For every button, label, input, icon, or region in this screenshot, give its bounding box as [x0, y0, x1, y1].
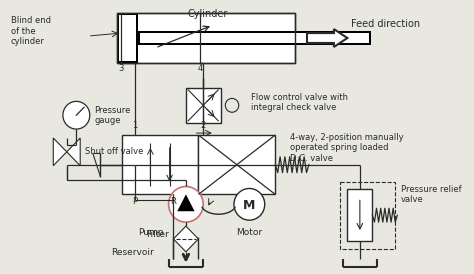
Text: 4: 4	[198, 64, 203, 73]
Text: Pump: Pump	[138, 228, 164, 237]
Circle shape	[63, 101, 90, 129]
Text: Cylinder: Cylinder	[188, 9, 228, 19]
Text: R: R	[171, 197, 176, 206]
Bar	[117, 13, 294, 63]
Text: P: P	[132, 197, 137, 206]
Circle shape	[234, 189, 264, 220]
Text: Feed direction: Feed direction	[351, 19, 420, 29]
Bar	[117, 13, 294, 63]
Text: Motor: Motor	[236, 228, 263, 237]
Polygon shape	[67, 138, 80, 166]
Text: Flow control valve with
integral check valve: Flow control valve with integral check v…	[251, 93, 348, 112]
Text: Reservoir: Reservoir	[111, 248, 154, 257]
Polygon shape	[177, 195, 194, 211]
Text: 4-way, 2-position manually
operated spring loaded
D.C. valve: 4-way, 2-position manually operated spri…	[290, 133, 403, 163]
Text: Blind end
of the
cylinder: Blind end of the cylinder	[11, 16, 51, 46]
Bar	[140, 33, 369, 44]
Text: 1: 1	[132, 121, 137, 130]
FancyArrow shape	[307, 29, 347, 47]
Polygon shape	[173, 226, 199, 252]
Bar	[199, 135, 275, 195]
Bar	[118, 15, 136, 61]
Text: 2: 2	[201, 121, 206, 130]
Bar	[186, 87, 220, 123]
Bar	[340, 182, 395, 249]
Circle shape	[169, 187, 203, 222]
Polygon shape	[53, 138, 67, 166]
Bar	[121, 135, 199, 195]
Text: 3: 3	[118, 64, 123, 73]
Text: Filter: Filter	[146, 230, 169, 238]
Text: Shut off valve: Shut off valve	[85, 147, 143, 156]
Text: Pressure relief
valve: Pressure relief valve	[401, 184, 462, 204]
Bar	[347, 189, 373, 241]
Bar	[117, 13, 138, 63]
Circle shape	[225, 98, 239, 112]
Text: M: M	[243, 199, 255, 212]
Bar	[138, 31, 372, 45]
Text: Pressure
gauge: Pressure gauge	[95, 105, 131, 125]
